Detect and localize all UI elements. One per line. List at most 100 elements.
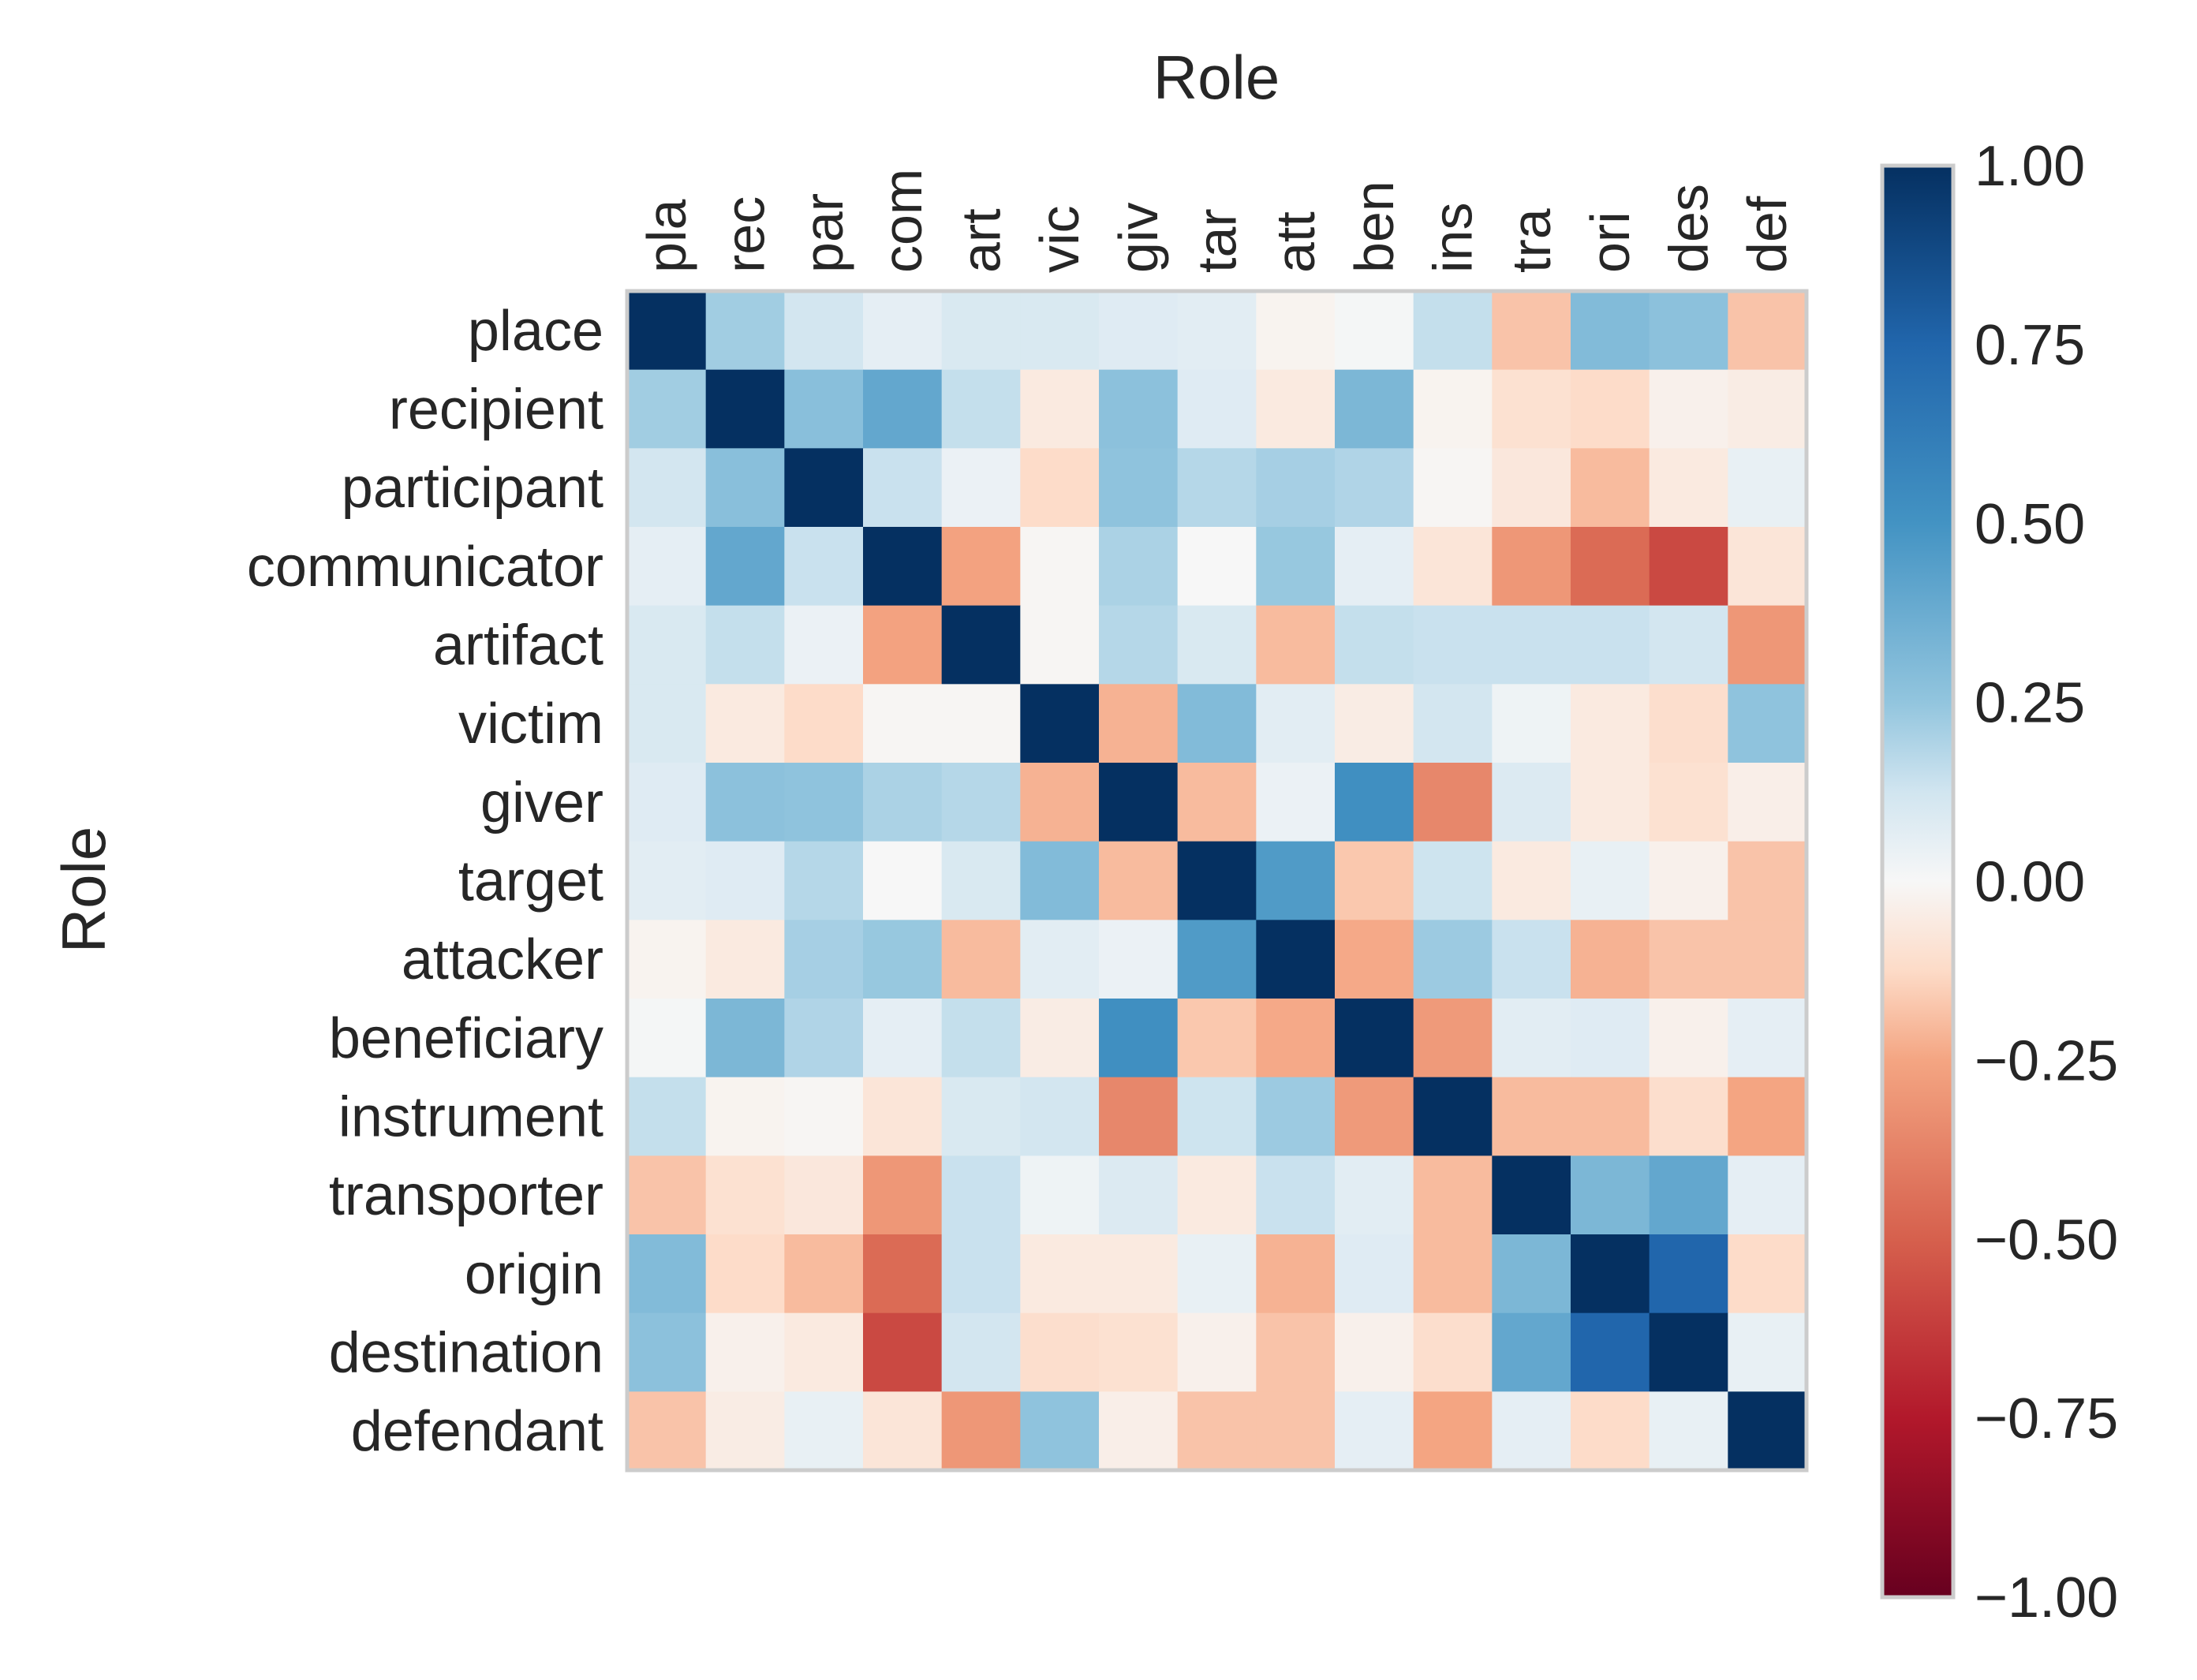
- heatmap-cell: [705, 684, 785, 763]
- plot-frame: [625, 289, 1809, 1473]
- heatmap-cell: [627, 369, 707, 449]
- heatmap-cell: [863, 1312, 943, 1392]
- heatmap-cell: [1099, 448, 1179, 528]
- heatmap-cell: [941, 1077, 1021, 1156]
- y-tick-label: place: [468, 300, 603, 363]
- heatmap-cell: [1492, 1312, 1571, 1392]
- heatmap-cell: [941, 1312, 1021, 1392]
- heatmap-cell: [627, 605, 707, 685]
- heatmap-cell: [1335, 448, 1414, 528]
- heatmap-cell: [1020, 999, 1100, 1078]
- heatmap-cell: [784, 448, 864, 528]
- heatmap-cell: [941, 605, 1021, 685]
- heatmap-cell: [1649, 1312, 1728, 1392]
- heatmap-cell: [627, 527, 707, 607]
- heatmap-cell: [1020, 1234, 1100, 1314]
- heatmap-cell: [1728, 448, 1807, 528]
- heatmap-cell: [1728, 1155, 1807, 1235]
- colorbar-tick-label: 0.00: [1975, 851, 2085, 914]
- heatmap-cell: [1099, 684, 1179, 763]
- heatmap-cell: [784, 1155, 864, 1235]
- heatmap-cell: [863, 841, 943, 920]
- heatmap-cell: [941, 920, 1021, 999]
- heatmap-cell: [1020, 1391, 1100, 1471]
- y-tick-label: artifact: [433, 614, 603, 678]
- heatmap-cell: [1335, 1312, 1414, 1392]
- heatmap-cell: [1020, 684, 1100, 763]
- heatmap-cell: [1728, 369, 1807, 449]
- heatmap-cell: [784, 1077, 864, 1156]
- heatmap-cell: [941, 1234, 1021, 1314]
- heatmap-cell: [1413, 1155, 1493, 1235]
- heatmap-cell: [1256, 920, 1336, 999]
- heatmap-cell: [863, 920, 943, 999]
- heatmap-cell: [1413, 1312, 1493, 1392]
- heatmap-cell: [1492, 605, 1571, 685]
- heatmap-cell: [1728, 1077, 1807, 1156]
- colorbar-tick-label: 1.00: [1975, 135, 2085, 198]
- heatmap-cell: [1413, 684, 1493, 763]
- colorbar-tick-label: −1.00: [1975, 1566, 2118, 1630]
- heatmap-cell: [784, 841, 864, 920]
- heatmap-cell: [1020, 291, 1100, 371]
- heatmap-cell: [1649, 763, 1728, 842]
- y-tick-label: target: [458, 850, 603, 913]
- colorbar-tick-label: −0.75: [1975, 1387, 2118, 1450]
- heatmap-cell: [1335, 999, 1414, 1078]
- heatmap-cell: [1413, 369, 1493, 449]
- heatmap-cell: [1099, 763, 1179, 842]
- colorbar: [1880, 163, 1956, 1600]
- heatmap-cell: [863, 763, 943, 842]
- heatmap-cell: [1020, 1077, 1100, 1156]
- heatmap-cell: [705, 1077, 785, 1156]
- heatmap-cell: [1571, 920, 1650, 999]
- heatmap-cell: [1571, 291, 1650, 371]
- heatmap-cell: [1020, 605, 1100, 685]
- y-tick-label: victim: [458, 693, 603, 756]
- heatmap-cell: [705, 1155, 785, 1235]
- heatmap-cell: [1728, 605, 1807, 685]
- y-tick-label: instrument: [338, 1086, 603, 1149]
- heatmap-cell: [1492, 920, 1571, 999]
- x-tick-label: att: [1265, 211, 1326, 273]
- heatmap-cell: [1335, 763, 1414, 842]
- heatmap-cell: [1177, 1155, 1257, 1235]
- heatmap-cell: [863, 1155, 943, 1235]
- heatmap-cell: [1177, 763, 1257, 842]
- heatmap-cell: [1335, 1155, 1414, 1235]
- heatmap-cell: [1177, 1312, 1257, 1392]
- heatmap-cell: [1413, 999, 1493, 1078]
- heatmap-cell: [1571, 1234, 1650, 1314]
- heatmap-cell: [1020, 369, 1100, 449]
- heatmap-cell: [1020, 448, 1100, 528]
- heatmap-cell: [1571, 684, 1650, 763]
- heatmap-cell: [863, 999, 943, 1078]
- heatmap-cell: [1177, 291, 1257, 371]
- heatmap-cell: [1728, 841, 1807, 920]
- heatmap-cell: [1413, 605, 1493, 685]
- heatmap-cell: [1413, 448, 1493, 528]
- heatmap-cell: [1649, 291, 1728, 371]
- heatmap-cell: [1571, 605, 1650, 685]
- colorbar-tick-label: 0.75: [1975, 314, 2085, 377]
- heatmap-cell: [627, 1155, 707, 1235]
- heatmap-cell: [1099, 605, 1179, 685]
- heatmap-cell: [1335, 841, 1414, 920]
- heatmap-cell: [1728, 763, 1807, 842]
- y-tick-label: beneficiary: [329, 1007, 603, 1070]
- heatmap-cell: [1256, 999, 1336, 1078]
- heatmap-cell: [627, 1312, 707, 1392]
- heatmap-cell: [1256, 841, 1336, 920]
- heatmap-cell: [705, 1312, 785, 1392]
- heatmap-cell: [1571, 763, 1650, 842]
- heatmap-cell: [784, 527, 864, 607]
- x-tick-label: ben: [1343, 181, 1405, 273]
- y-tick-label: recipient: [389, 379, 603, 442]
- x-tick-label: par: [793, 193, 854, 273]
- heatmap-cell: [863, 291, 943, 371]
- heatmap-cell: [1177, 1391, 1257, 1471]
- y-tick-label: defendant: [351, 1400, 603, 1463]
- heatmap-cell: [1256, 369, 1336, 449]
- heatmap-cells: [627, 291, 1807, 1471]
- heatmap-cell: [1177, 1234, 1257, 1314]
